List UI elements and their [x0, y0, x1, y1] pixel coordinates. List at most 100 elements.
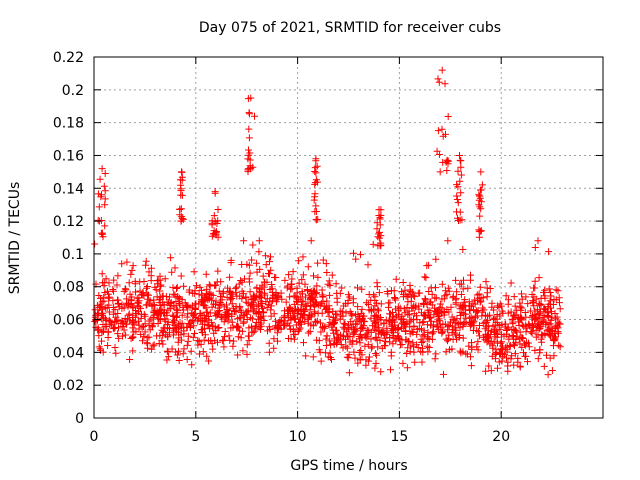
- data-point: [439, 321, 447, 328]
- data-point: [545, 248, 553, 256]
- data-point: [139, 337, 146, 345]
- data-point: [452, 276, 460, 284]
- data-point: [223, 293, 231, 301]
- data-point: [373, 299, 380, 307]
- data-point: [118, 260, 126, 268]
- data-point: [257, 320, 264, 328]
- plot-area: [94, 57, 603, 418]
- data-point: [101, 187, 109, 195]
- data-point: [193, 282, 200, 290]
- data-point: [552, 296, 560, 304]
- data-point: [145, 268, 153, 276]
- data-point: [504, 300, 512, 308]
- data-point: [255, 323, 263, 331]
- data-point: [389, 332, 397, 340]
- data-point: [318, 309, 326, 317]
- data-point: [427, 317, 435, 325]
- data-point: [319, 323, 326, 331]
- data-point: [325, 312, 333, 320]
- data-point: [215, 310, 223, 318]
- data-point: [458, 216, 466, 224]
- data-point: [285, 271, 293, 279]
- data-point: [199, 297, 207, 305]
- data-point: [315, 301, 323, 309]
- data-point: [539, 311, 547, 319]
- data-point: [291, 315, 299, 323]
- data-point: [440, 295, 448, 303]
- data-point: [130, 321, 138, 329]
- data-point: [122, 286, 130, 294]
- data-point: [114, 310, 122, 317]
- plot-border: [93, 56, 604, 419]
- data-point: [226, 336, 234, 344]
- data-point: [461, 302, 469, 310]
- data-point: [525, 343, 533, 351]
- data-point: [246, 269, 254, 277]
- data-point: [382, 337, 390, 345]
- data-point: [111, 306, 119, 314]
- data-point: [418, 325, 425, 333]
- data-point: [373, 283, 381, 291]
- data-point: [329, 326, 337, 334]
- data-point: [165, 325, 173, 333]
- data-point: [169, 311, 177, 319]
- data-point: [115, 334, 123, 342]
- x-tick-label: 0: [90, 429, 99, 445]
- data-point: [129, 333, 137, 341]
- data-point: [221, 333, 228, 341]
- data-point: [409, 291, 417, 299]
- data-point: [302, 352, 310, 360]
- data-point: [418, 339, 426, 346]
- data-point: [309, 296, 317, 304]
- data-point: [319, 293, 327, 301]
- data-point: [124, 301, 132, 309]
- data-point: [234, 324, 242, 332]
- data-point: [427, 284, 435, 292]
- data-point: [397, 341, 404, 349]
- data-point: [516, 362, 524, 370]
- data-point: [304, 329, 312, 337]
- data-point: [309, 322, 317, 330]
- data-point: [427, 313, 434, 321]
- data-point: [161, 309, 168, 316]
- data-point: [298, 276, 306, 284]
- data-point: [268, 281, 276, 288]
- data-point: [171, 264, 179, 272]
- data-point: [459, 334, 467, 342]
- data-point: [372, 319, 380, 326]
- data-point: [507, 355, 515, 363]
- data-point: [268, 288, 276, 296]
- data-point: [374, 324, 382, 332]
- data-point: [388, 327, 396, 335]
- data-point: [129, 311, 137, 319]
- data-point: [290, 300, 298, 308]
- data-point: [518, 304, 526, 312]
- data-point: [491, 328, 499, 336]
- data-point: [464, 284, 472, 292]
- data-point: [459, 246, 467, 253]
- data-point: [496, 326, 504, 334]
- data-point: [245, 332, 253, 340]
- data-point: [426, 314, 434, 322]
- data-point: [273, 329, 281, 337]
- data-point: [260, 317, 268, 324]
- data-point: [132, 288, 139, 296]
- y-tick-label: 0.2: [62, 83, 84, 99]
- data-point: [214, 206, 222, 213]
- data-point: [556, 305, 564, 313]
- data-point: [306, 327, 314, 335]
- data-point: [531, 316, 539, 324]
- data-point: [138, 291, 145, 299]
- data-point: [326, 337, 334, 345]
- data-point: [341, 320, 349, 328]
- data-point: [178, 191, 186, 199]
- data-point: [452, 300, 460, 308]
- data-point: [354, 303, 362, 311]
- data-point: [233, 292, 241, 300]
- data-point: [518, 290, 525, 298]
- data-point: [454, 183, 462, 191]
- data-point: [444, 326, 452, 334]
- data-point: [346, 293, 354, 301]
- data-point: [295, 279, 303, 287]
- data-point: [406, 281, 414, 289]
